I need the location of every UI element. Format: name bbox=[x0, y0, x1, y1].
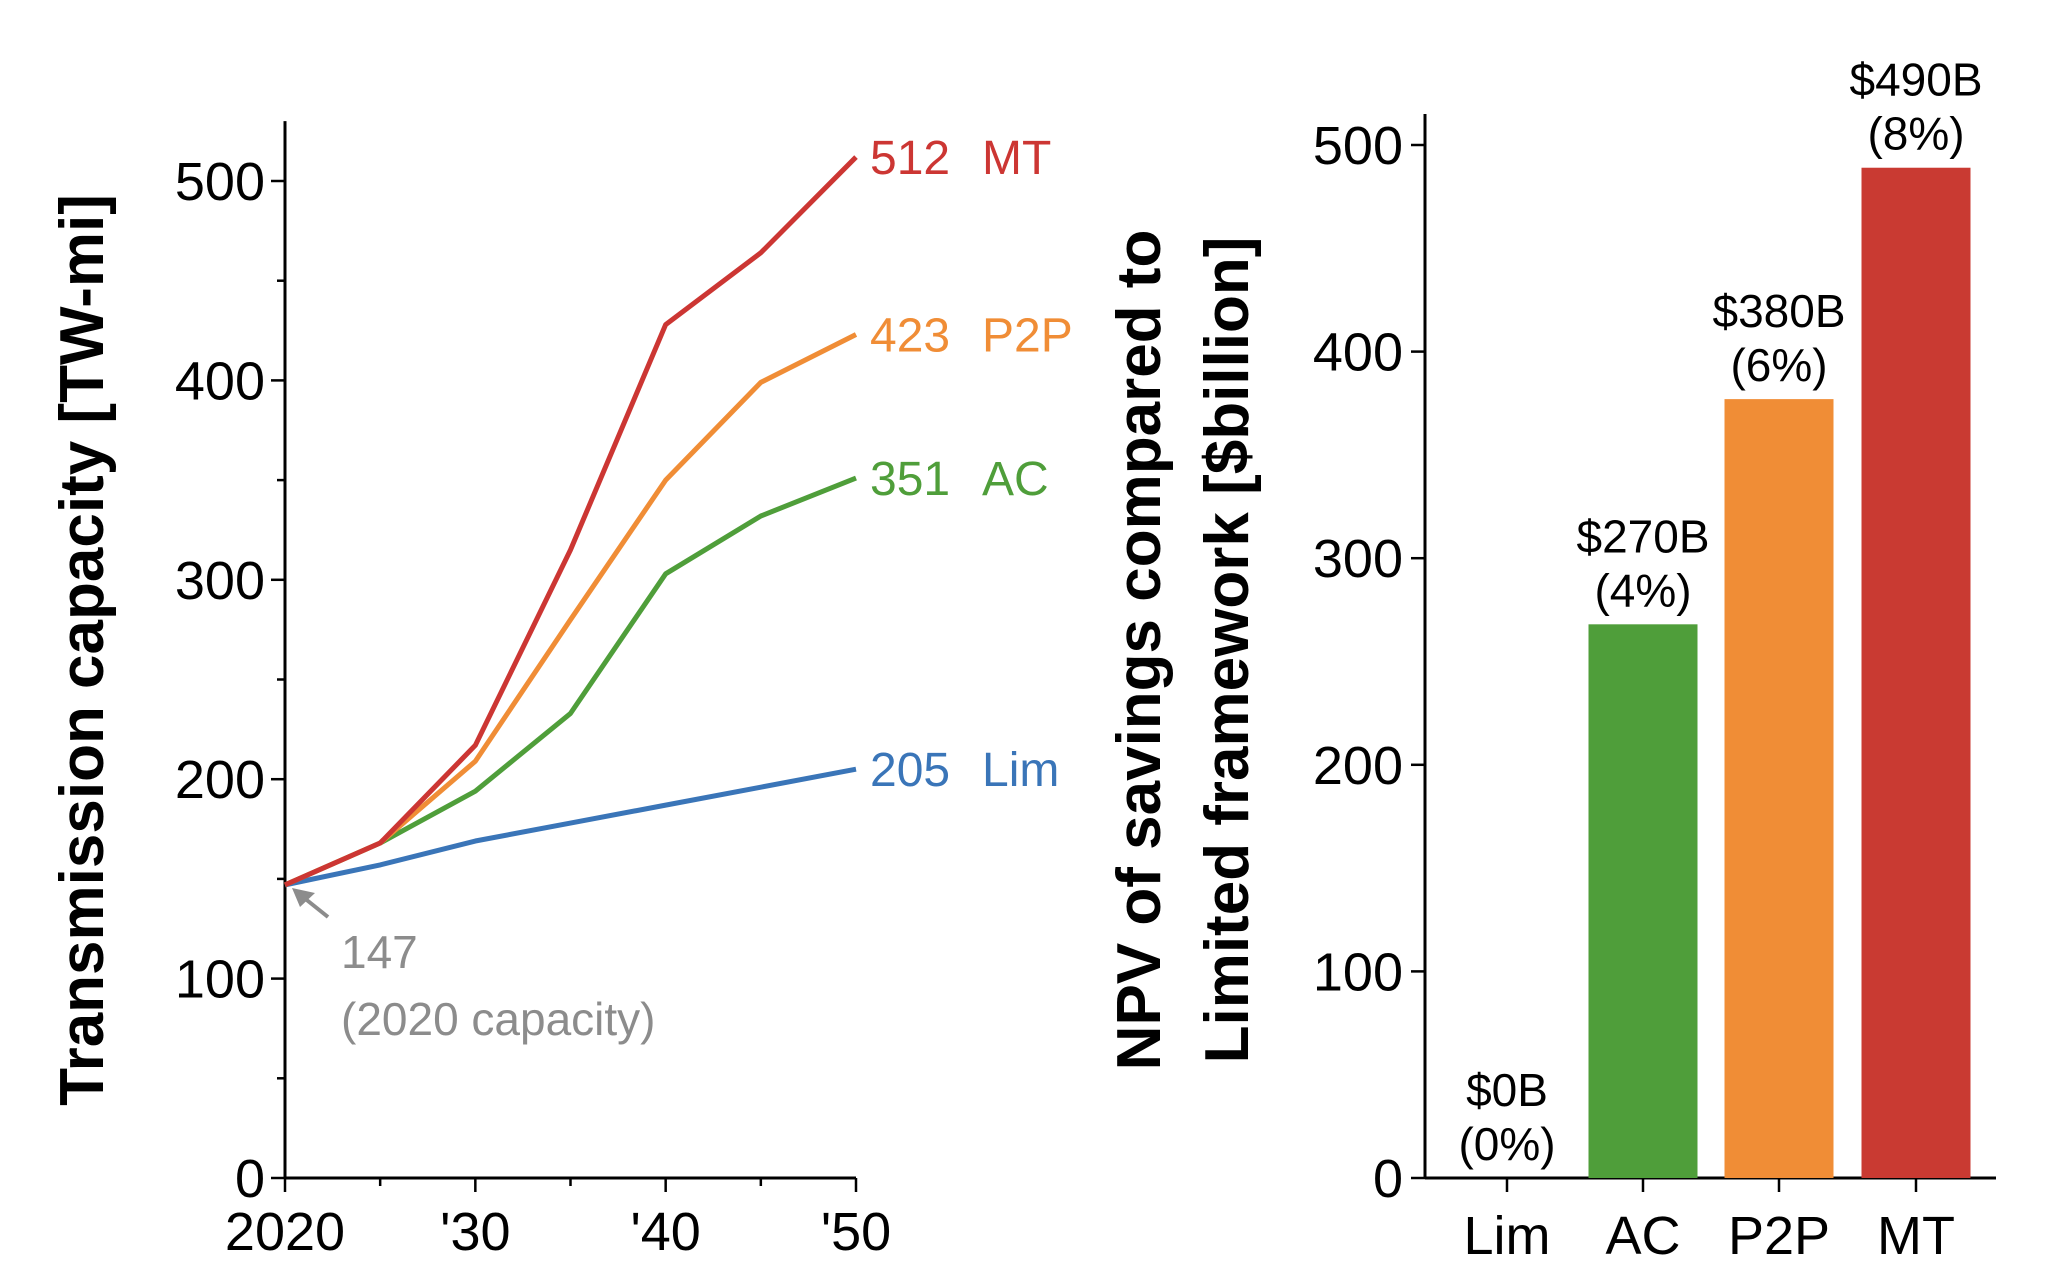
bar-pct-label: (8%) bbox=[1867, 108, 1964, 160]
bar-mt bbox=[1861, 167, 1971, 1178]
bar-value-label: $270B bbox=[1576, 510, 1709, 562]
annotation-text: (2020 capacity) bbox=[341, 993, 656, 1045]
bar-pct-label: (4%) bbox=[1594, 564, 1691, 616]
series-line-lim bbox=[284, 766, 857, 888]
x-tick-label: AC bbox=[1605, 1206, 1680, 1266]
y-tick-label: 400 bbox=[175, 351, 265, 411]
bar-ac bbox=[1588, 624, 1698, 1178]
y-tick-label: 200 bbox=[175, 750, 265, 810]
bar-pct-label: (0%) bbox=[1458, 1118, 1555, 1170]
x-tick-label: '50 bbox=[821, 1202, 891, 1262]
y-axis-label-line1: NPV of savings compared to bbox=[1105, 230, 1174, 1071]
bar-value-label: $0B bbox=[1466, 1064, 1548, 1116]
x-tick-label: '40 bbox=[630, 1202, 700, 1262]
y-tick-label: 0 bbox=[235, 1149, 265, 1209]
y-tick-label: 500 bbox=[1313, 116, 1403, 176]
y-tick-label: 500 bbox=[175, 152, 265, 212]
bar-pct-label: (6%) bbox=[1730, 339, 1827, 391]
series-line-p2p bbox=[283, 332, 858, 888]
series-name-label: MT bbox=[982, 132, 1051, 185]
series-end-value: 205 bbox=[870, 744, 950, 797]
x-tick-label: '30 bbox=[440, 1202, 510, 1262]
series-end-value: 512 bbox=[870, 132, 950, 185]
x-tick-label: Lim bbox=[1463, 1206, 1550, 1266]
y-tick-label: 400 bbox=[1313, 323, 1403, 383]
bar-value-label: $380B bbox=[1712, 285, 1845, 337]
y-tick-label: 0 bbox=[1373, 1149, 1403, 1209]
bar-p2p bbox=[1724, 399, 1834, 1178]
series-name-label: AC bbox=[982, 453, 1049, 506]
x-tick-label: MT bbox=[1877, 1206, 1955, 1266]
y-axis-label-line2: Limited framework [$billion] bbox=[1193, 237, 1262, 1064]
series-line-mt bbox=[283, 155, 858, 888]
y-axis-label: Transmission capacity [TW-mi] bbox=[48, 194, 117, 1106]
arrow-head-icon bbox=[292, 888, 315, 907]
series-end-value: 423 bbox=[870, 310, 950, 363]
y-tick-label: 200 bbox=[1313, 736, 1403, 796]
line-chart: 0 100 200 300 400 500 2020 '30 '40 '50 Transmissio… bbox=[48, 121, 1073, 1262]
bar-chart: 0 100 200 300 400 500 NPV of savings compared … bbox=[1105, 54, 1996, 1266]
x-tick-label: 2020 bbox=[225, 1202, 345, 1262]
y-tick-label: 300 bbox=[175, 551, 265, 611]
y-tick-label: 100 bbox=[1313, 942, 1403, 1002]
series-name-label: Lim bbox=[982, 744, 1059, 797]
bar-value-label: $490B bbox=[1849, 54, 1982, 106]
series-name-label: P2P bbox=[982, 310, 1073, 363]
series-end-value: 351 bbox=[870, 453, 950, 506]
x-tick-label: P2P bbox=[1728, 1206, 1830, 1266]
y-tick-label: 100 bbox=[175, 950, 265, 1010]
annotation-value: 147 bbox=[341, 926, 418, 978]
y-tick-label: 300 bbox=[1313, 529, 1403, 589]
